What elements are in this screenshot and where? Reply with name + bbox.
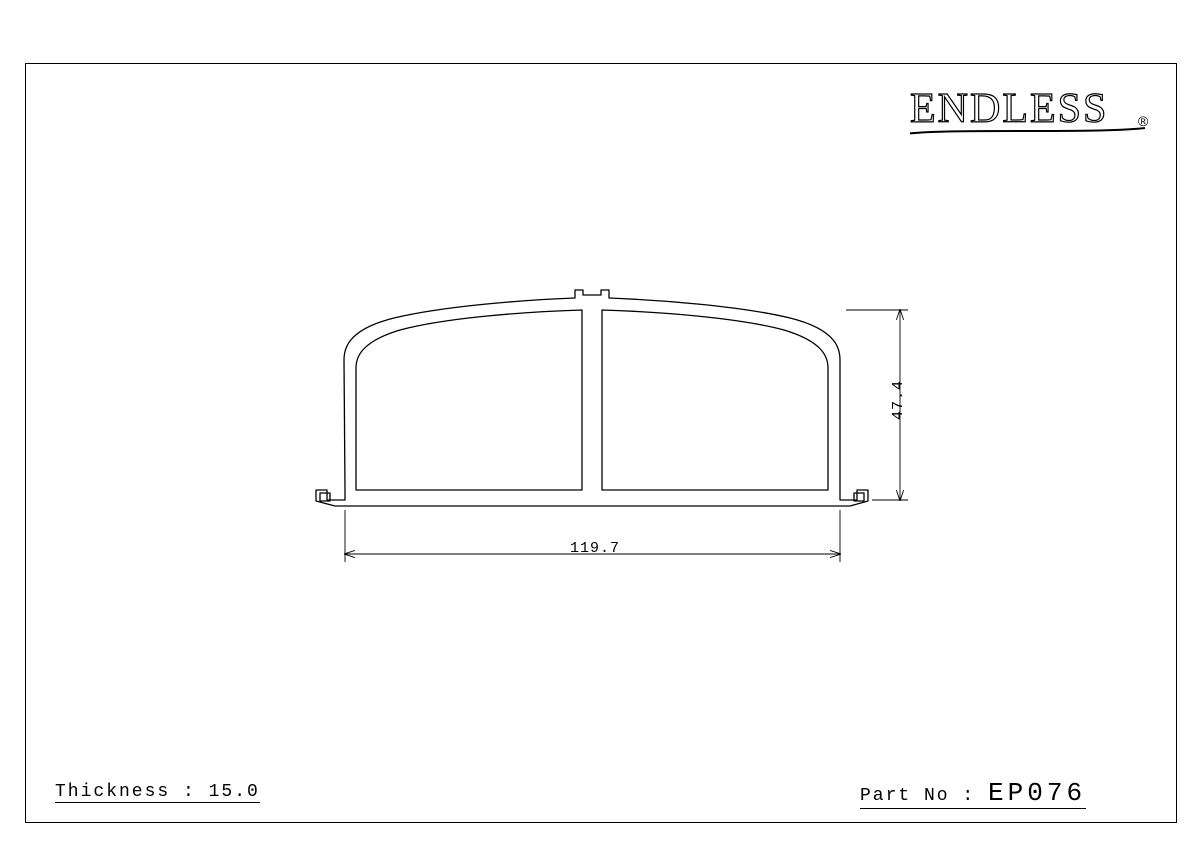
pad-friction-left [356, 310, 582, 490]
pad-outline [316, 290, 868, 506]
thickness-label-text: Thickness : [55, 782, 209, 802]
dimension-height-value: 47.4 [890, 380, 907, 420]
part-number-value: EP076 [988, 778, 1086, 808]
part-number-label-text: Part No : [860, 786, 988, 806]
thickness-label: Thickness : 15.0 [55, 782, 260, 803]
pad-friction-right [602, 310, 828, 490]
part-number-label: Part No : EP076 [860, 778, 1086, 809]
part-drawing [0, 0, 1200, 848]
dimension-width-value: 119.7 [570, 540, 620, 557]
drawing-sheet: ENDLESS ® [0, 0, 1200, 848]
thickness-value: 15.0 [209, 782, 260, 802]
